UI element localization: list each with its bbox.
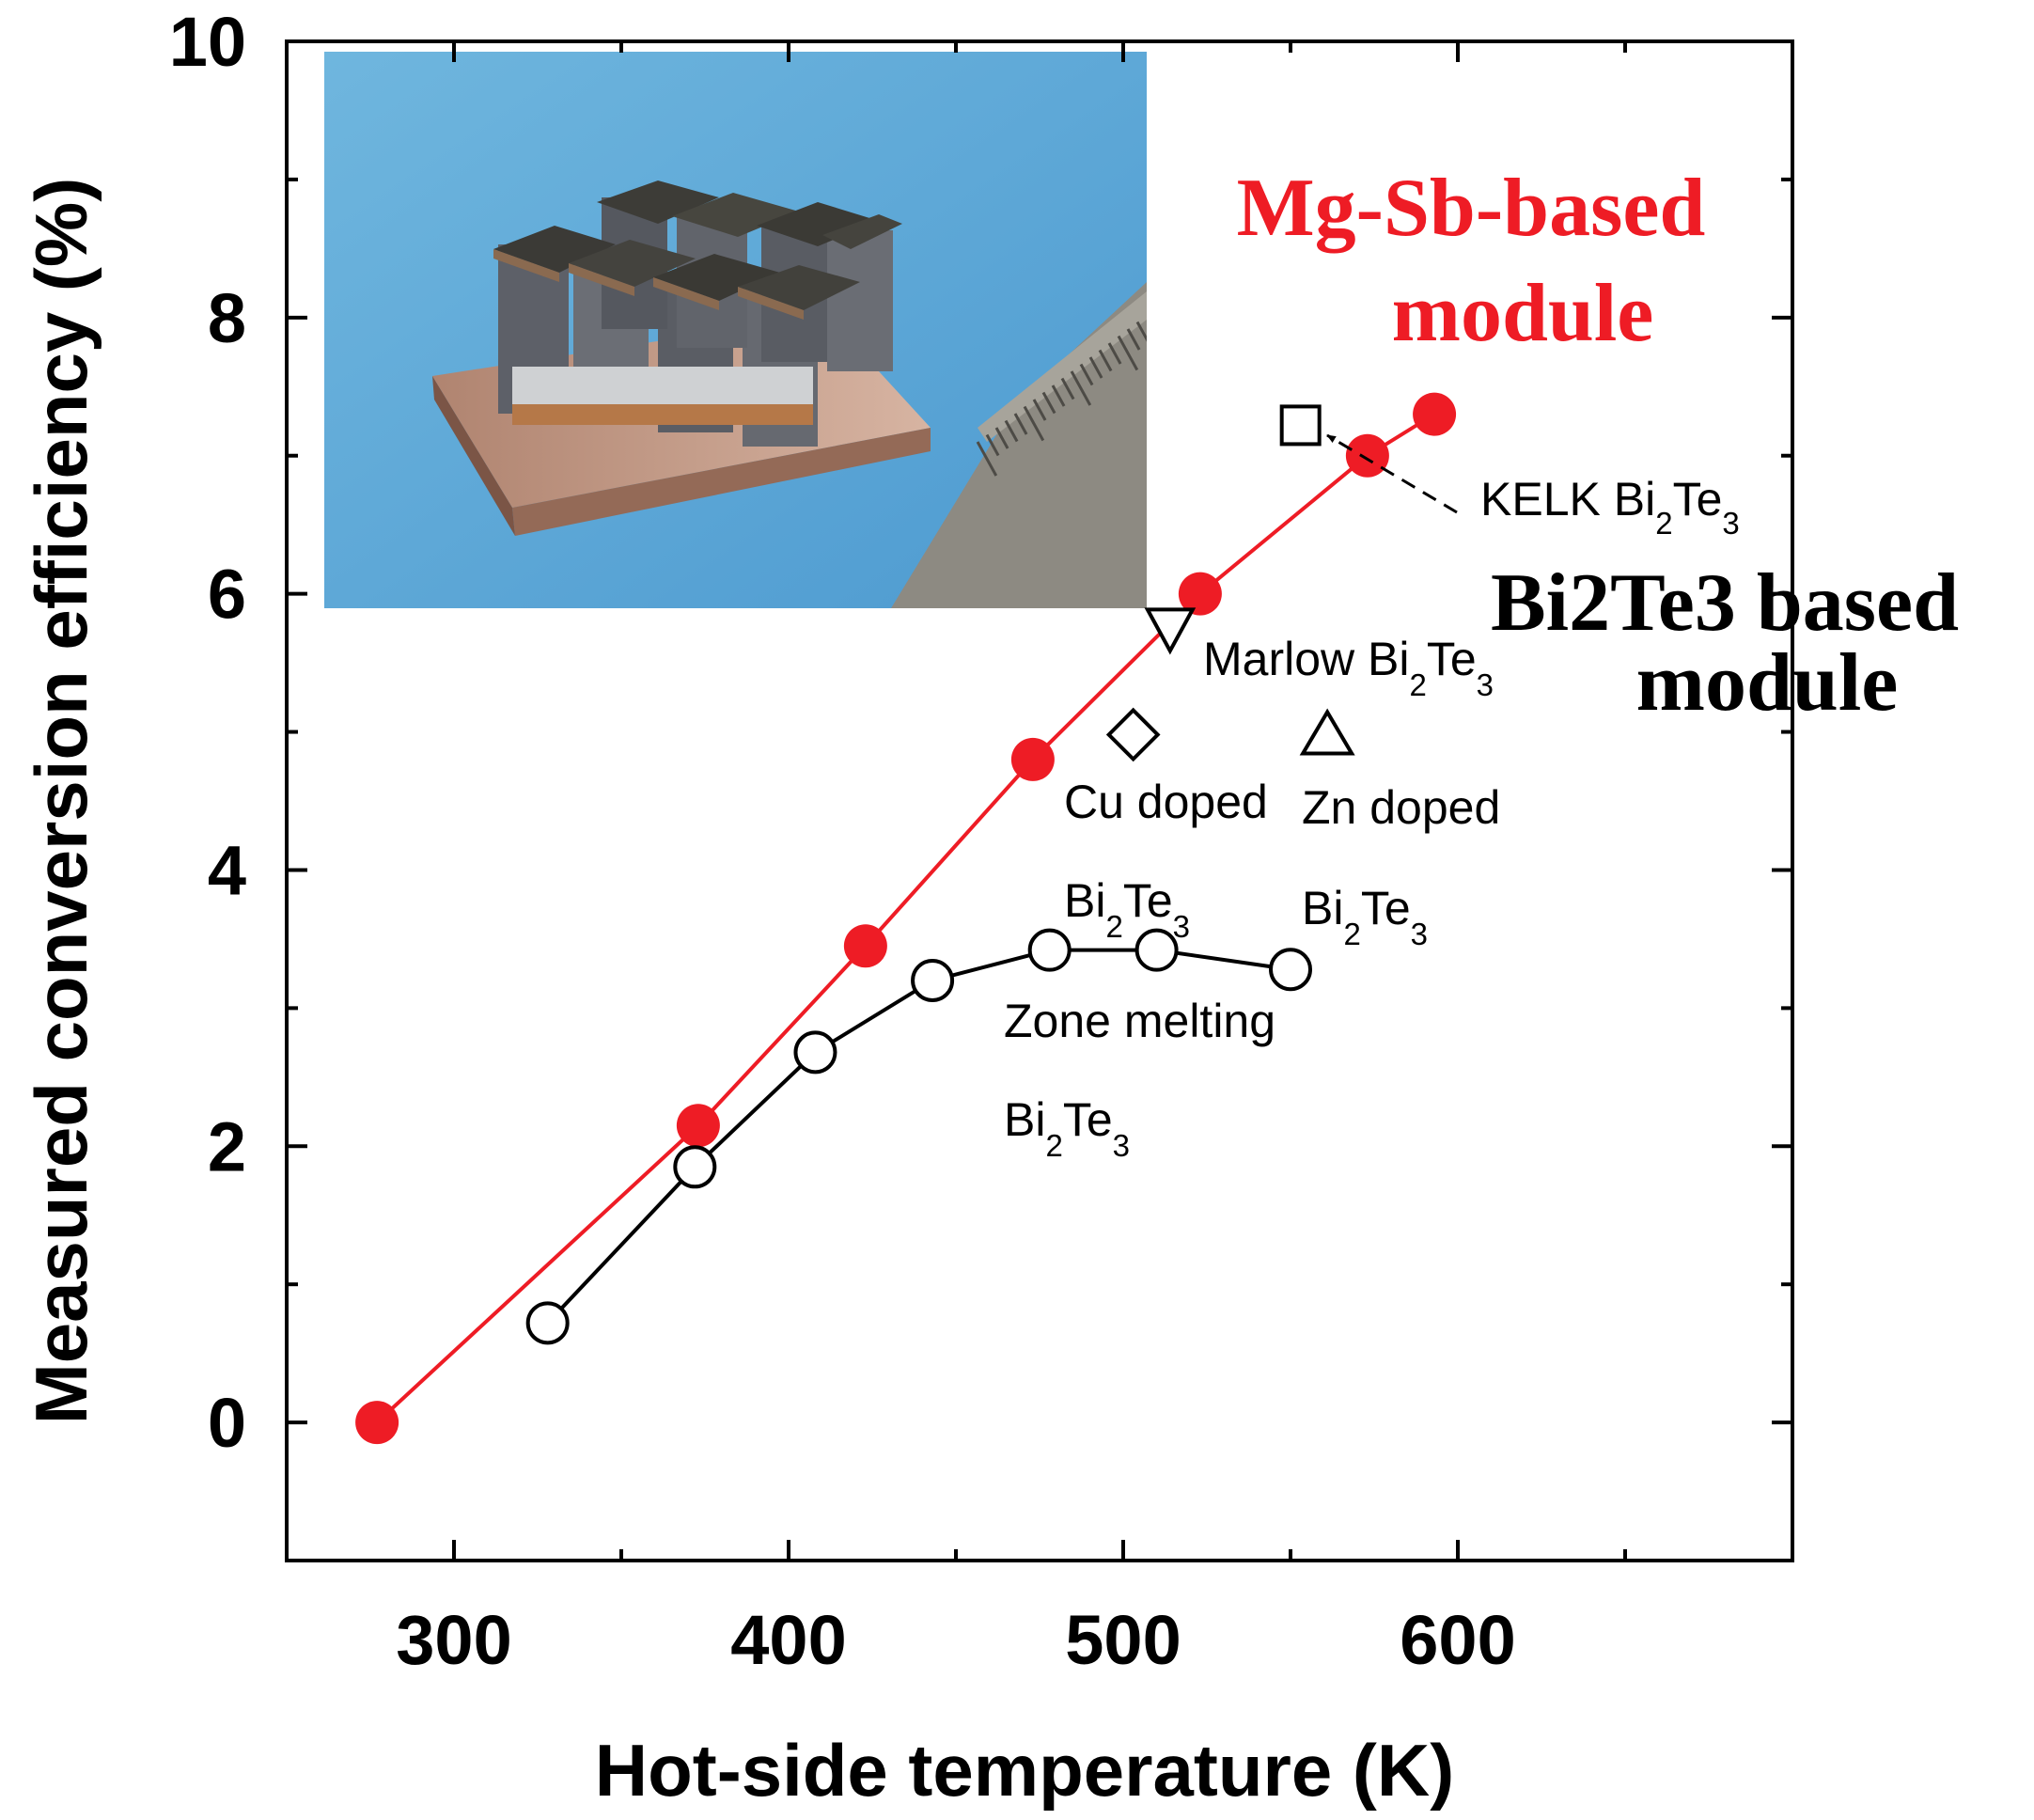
data-point-1-0 (525, 1301, 570, 1345)
zn-doped-label: Zn doped (1302, 781, 1500, 834)
data-point-0-5 (1345, 433, 1389, 478)
ruler-tick (976, 441, 998, 477)
data-point-0-1 (676, 1104, 720, 1148)
y-tick-labels: 0 2 4 6 8 10 (169, 3, 246, 1462)
ruler-tick (1070, 370, 1092, 406)
y-axis-title: Measured conversion efficiency (%) (20, 178, 102, 1424)
ruler-tick (994, 427, 1009, 449)
axis-ticks (287, 39, 1792, 1562)
zone-melting-label: Zone melting (1004, 995, 1275, 1047)
x-axis-title: Hot-side temperature (K) (595, 1729, 1454, 1812)
data-point-1-4 (1027, 928, 1072, 972)
y-tick-label: 10 (169, 3, 246, 81)
inset-photo (324, 52, 1147, 608)
data-point-0-4 (1178, 572, 1222, 616)
ruler-tick (1051, 384, 1066, 407)
series-points (355, 392, 1457, 1445)
data-point-0-3 (1010, 737, 1055, 781)
mg-label-line2: module (1392, 268, 1654, 359)
ruler-tick (1023, 405, 1045, 442)
data-point-0-6 (1413, 392, 1457, 436)
ruler-tick (1041, 391, 1056, 415)
ruler-ticks (976, 321, 1147, 477)
x-tick-label: 600 (1400, 1601, 1515, 1679)
ruler-tick (1060, 377, 1075, 400)
ruler-tick (1126, 328, 1141, 351)
x-tick-label: 300 (396, 1601, 511, 1679)
ruler-tick (1079, 363, 1094, 386)
bi2te3-label-2: Bi2Te3 (1302, 882, 1428, 951)
data-point-3-0 (1144, 607, 1197, 655)
ruler-tick (985, 433, 1000, 457)
x-tick-label: 400 (730, 1601, 846, 1679)
data-point-1-5 (1134, 928, 1179, 972)
data-point-2-0 (1279, 404, 1322, 447)
y-tick-label: 0 (208, 1384, 246, 1462)
mg-label-line1: Mg-Sb-based (1237, 163, 1706, 254)
data-point-1-1 (673, 1145, 717, 1189)
data-point-1-3 (911, 958, 955, 1002)
data-point-1-6 (1269, 948, 1312, 992)
cu-doped-label: Cu doped (1064, 776, 1268, 828)
bi2te3-based-label: Bi2Te3 based (1491, 557, 1959, 649)
module-caps (493, 180, 902, 320)
x-tick-label: 500 (1065, 1601, 1181, 1679)
ruler-tick (1013, 413, 1028, 435)
y-tick-label: 2 (208, 1107, 246, 1185)
data-point-0-0 (355, 1401, 399, 1445)
y-tick-label: 8 (208, 279, 246, 357)
bi2te3-module-label: module (1636, 637, 1899, 729)
y-tick-label: 4 (208, 831, 246, 909)
data-point-5-0 (1299, 708, 1355, 756)
ruler-tick (1004, 419, 1019, 443)
marlow-label: Marlow Bi2Te3 (1203, 633, 1494, 702)
ruler-tick (1117, 335, 1139, 371)
data-point-0-2 (843, 924, 887, 968)
plot-frame (285, 39, 1794, 1562)
data-point-1-2 (793, 1030, 837, 1075)
kelk-label: KELK Bi2Te3 (1480, 473, 1740, 541)
data-point-4-0 (1105, 707, 1161, 762)
x-tick-labels: 300 400 500 600 (396, 1601, 1515, 1679)
ruler-tick (1135, 321, 1147, 342)
ruler-tick (1088, 356, 1103, 379)
bi2te3-label-3: Bi2Te3 (1004, 1093, 1130, 1163)
ruler-tick (1098, 349, 1113, 372)
y-tick-label: 6 (208, 556, 246, 634)
ruler-tick (1107, 342, 1122, 365)
ruler-tick (1032, 399, 1047, 421)
kelk-arrow (1326, 433, 1458, 514)
bi2te3-label-1: Bi2Te3 (1064, 874, 1190, 944)
